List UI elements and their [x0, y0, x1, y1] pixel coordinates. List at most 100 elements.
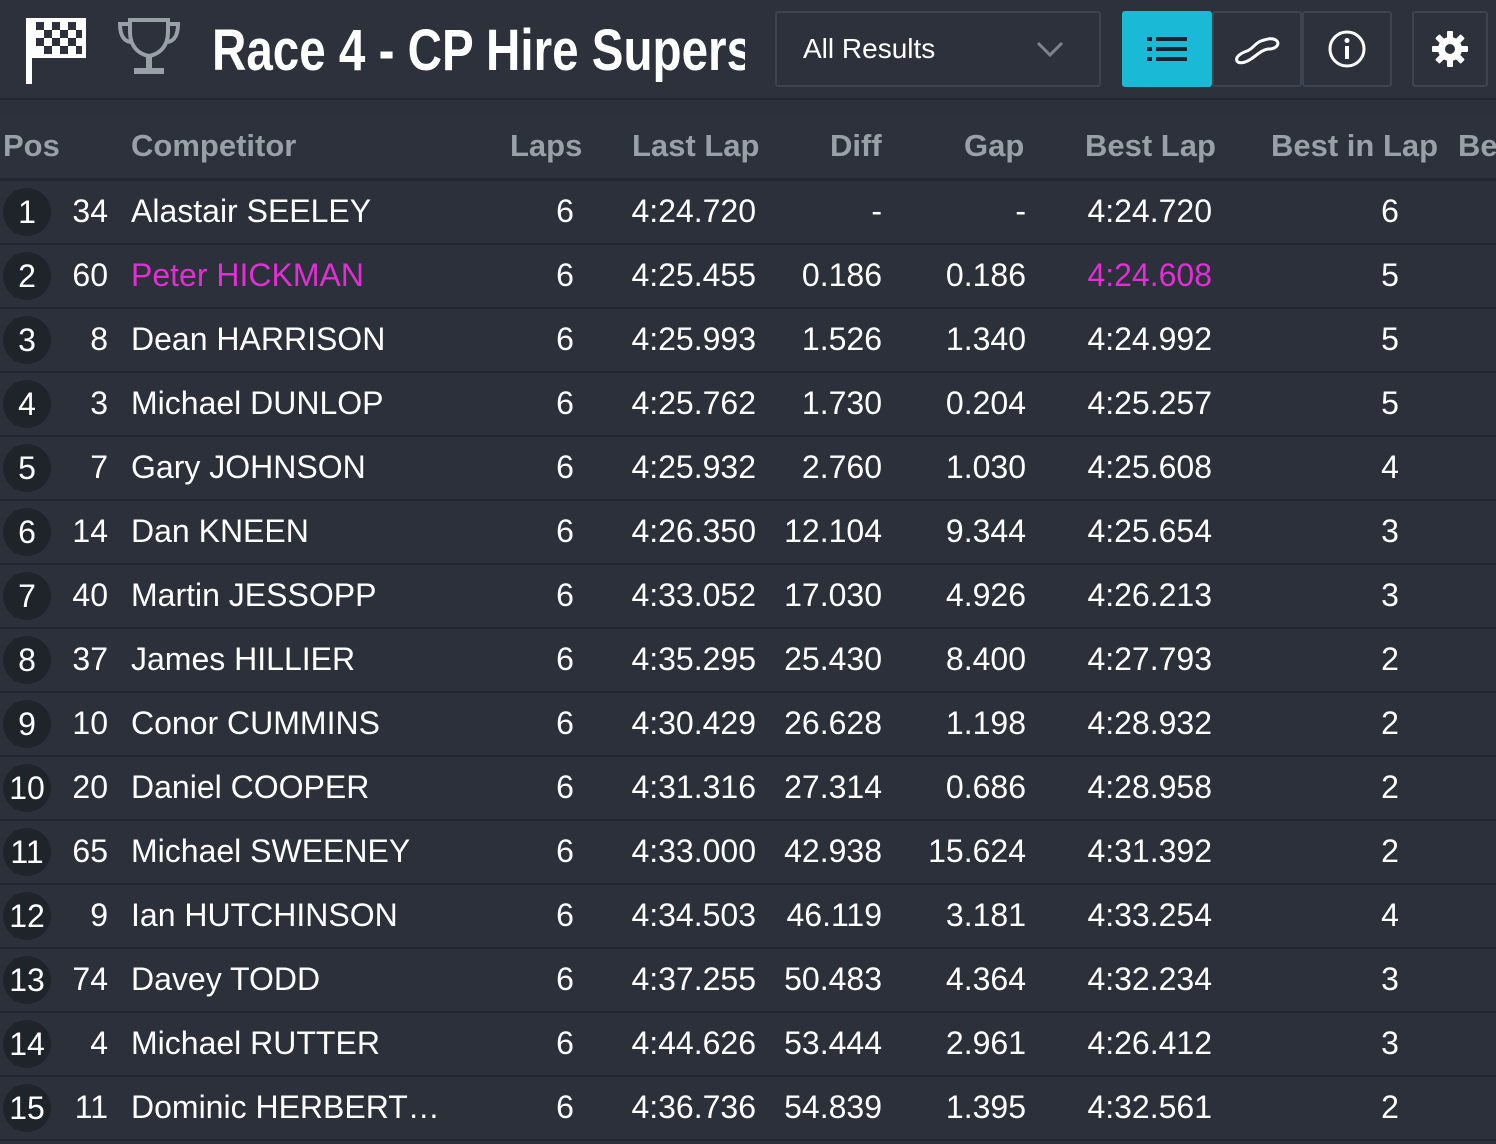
competitor-name[interactable]: Ian HUTCHINSON: [131, 897, 398, 933]
position-badge: [3, 956, 51, 1004]
position-badge: [3, 892, 51, 940]
position-badge: [3, 764, 51, 812]
last-lap-value: 4:37.255: [631, 961, 756, 997]
best-lap-value: 4:24.992: [1087, 321, 1212, 357]
header-competitor[interactable]: Competitor: [131, 128, 297, 163]
position-value: 3: [18, 322, 36, 358]
competitor-name[interactable]: Martin JESSOPP: [131, 577, 377, 613]
table-row[interactable]: 4 3 Michael DUNLOP 6 4:25.762 1.730 0.204 4:25.…: [0, 373, 1496, 437]
diff-value: 46.119: [786, 897, 883, 933]
trophy-icon[interactable]: [116, 16, 182, 80]
diff-value: 54.839: [784, 1089, 882, 1125]
table-row[interactable]: 7 40 Martin JESSOPP 6 4:33.052 17.030 4.926 4:2…: [0, 565, 1496, 629]
results-table-body: 1 34 Alastair SEELEY 6 4:24.720- -4:24.720 6 2 6…: [0, 181, 1496, 1141]
competitor-number: 10: [72, 705, 108, 741]
header-best-lap[interactable]: Best Lap: [1085, 128, 1216, 163]
competitor-name[interactable]: Michael SWEENEY: [131, 833, 411, 869]
competitor-name[interactable]: James HILLIER: [131, 641, 356, 677]
list-view-button[interactable]: [1122, 11, 1212, 87]
gap-value: 4.364: [945, 961, 1026, 997]
last-lap-value: 4:30.429: [631, 705, 756, 741]
position-value: 14: [9, 1026, 45, 1062]
header-gap[interactable]: Gap: [964, 128, 1025, 163]
position-badge: [3, 1084, 51, 1132]
header-laps[interactable]: Laps: [510, 128, 583, 163]
competitor-number: 40: [72, 577, 108, 613]
best-lap-value: 4:26.213: [1087, 577, 1212, 613]
best-in-lap-value: 3: [1381, 961, 1399, 997]
table-row[interactable]: 2 60 Peter HICKMAN 6 4:25.455 0.186 0.186 4:24.…: [0, 245, 1496, 309]
position-value: 11: [10, 834, 44, 870]
table-row[interactable]: 1 34 Alastair SEELEY 6 4:24.720 - - 4:24.720 6: [0, 181, 1496, 245]
best-in-lap-value: 6: [1381, 193, 1399, 229]
competitor-number: 20: [72, 769, 108, 805]
table-row[interactable]: 13 74 Davey TODD 6 4:37.255 50.483 4.364 4:32.2…: [0, 949, 1496, 1013]
info-button[interactable]: [1302, 11, 1392, 87]
competitor-name[interactable]: Michael DUNLOP: [131, 385, 384, 421]
position-value: 13: [9, 962, 45, 998]
table-row[interactable]: 9 10 Conor CUMMINS 6 4:30.429 26.628 1.198 4:28…: [0, 693, 1496, 757]
competitor-name[interactable]: Daniel COOPER: [131, 769, 370, 805]
best-in-lap-value: 5: [1381, 385, 1399, 421]
laps-value: 6: [556, 769, 574, 805]
competitor-name[interactable]: Peter HICKMAN: [131, 257, 364, 293]
position-badge: [3, 316, 51, 364]
header-diff[interactable]: Diff: [830, 128, 882, 163]
competitor-name[interactable]: Dan KNEEN: [131, 513, 309, 549]
laps-value: 6: [556, 833, 574, 869]
header-best-in-lap[interactable]: Best in Lap: [1271, 128, 1439, 163]
table-row[interactable]: 5 7 Gary JOHNSON 6 4:25.932 2.760 1.030 4:25.60…: [0, 437, 1496, 501]
track-map-button[interactable]: [1212, 11, 1302, 87]
table-row[interactable]: 11 65 Michael SWEENEY 6 4:33.000 42.938 15.624…: [0, 821, 1496, 885]
best-lap-value: 4:25.257: [1087, 385, 1212, 421]
header-pos[interactable]: Pos: [3, 128, 60, 163]
gap-value: -: [1015, 193, 1026, 229]
laps-value: 6: [556, 1025, 574, 1061]
best-lap-value: 4:31.392: [1087, 833, 1212, 869]
gap-value: 4.926: [945, 577, 1026, 613]
gap-value: 9.344: [945, 513, 1026, 549]
last-lap-value: 4:25.932: [631, 449, 756, 485]
last-lap-value: 4:24.720: [631, 193, 756, 229]
best-in-lap-value: 2: [1381, 769, 1399, 805]
competitor-name[interactable]: Michael RUTTER: [131, 1025, 380, 1061]
best-lap-value: 4:27.793: [1087, 641, 1212, 677]
competitor-name[interactable]: Alastair SEELEY: [131, 193, 372, 229]
last-lap-value: 4:25.993: [631, 321, 756, 357]
position-badge: [3, 380, 51, 428]
best-in-lap-value: 4: [1381, 897, 1399, 933]
header-last-lap[interactable]: Last Lap: [632, 128, 760, 163]
results-table-header: Pos Competitor Laps Last Lap Diff Gap Be…: [0, 118, 1496, 181]
table-row[interactable]: 6 14 Dan KNEEN 6 4:26.350 12.104 9.344 4:25.654…: [0, 501, 1496, 565]
race-title: Race 4 - CP Hire Superst...: [212, 18, 745, 83]
laps-value: 6: [556, 897, 574, 933]
competitor-number: 14: [72, 513, 108, 549]
gap-value: 3.181: [945, 897, 1026, 933]
competitor-number: 60: [72, 257, 108, 293]
table-row[interactable]: 15 11 Dominic HERBERT… 6 4:36.736 54.839 1.395…: [0, 1077, 1496, 1141]
position-badge: [3, 636, 51, 684]
competitor-name[interactable]: Dean HARRISON: [131, 321, 386, 357]
results-filter-select[interactable]: All Results: [775, 11, 1101, 87]
table-row[interactable]: 12 9 Ian HUTCHINSON 6 4:34.503 46.119 3.181 4:3…: [0, 885, 1496, 949]
header-truncated-column[interactable]: Be: [1458, 128, 1496, 163]
competitor-name[interactable]: Davey TODD: [131, 961, 321, 997]
table-row[interactable]: 14 4 Michael RUTTER 6 4:44.626 53.444 2.961 4:2…: [0, 1013, 1496, 1077]
settings-button[interactable]: [1412, 11, 1488, 87]
position-badge: [3, 828, 51, 876]
table-row[interactable]: 8 37 James HILLIER 6 4:35.295 25.430 8.400 4:27…: [0, 629, 1496, 693]
competitor-name[interactable]: Dominic HERBERT…: [131, 1089, 440, 1125]
competitor-number: 8: [90, 321, 108, 357]
table-row[interactable]: 3 8 Dean HARRISON 6 4:25.993 1.526 1.340 4:24.9…: [0, 309, 1496, 373]
position-value: 1: [18, 194, 36, 230]
best-in-lap-value: 5: [1381, 321, 1399, 357]
best-in-lap-value: 3: [1381, 577, 1399, 613]
position-badge: [3, 188, 51, 236]
competitor-name[interactable]: Conor CUMMINS: [131, 705, 380, 741]
diff-value: 2.760: [801, 449, 882, 485]
table-row[interactable]: 10 20 Daniel COOPER 6 4:31.316 27.314 0.686 4:2…: [0, 757, 1496, 821]
competitor-name[interactable]: Gary JOHNSON: [131, 449, 366, 485]
best-lap-value: 4:28.932: [1087, 705, 1212, 741]
gap-value: 1.030: [945, 449, 1026, 485]
best-lap-value: 4:26.412: [1087, 1025, 1212, 1061]
